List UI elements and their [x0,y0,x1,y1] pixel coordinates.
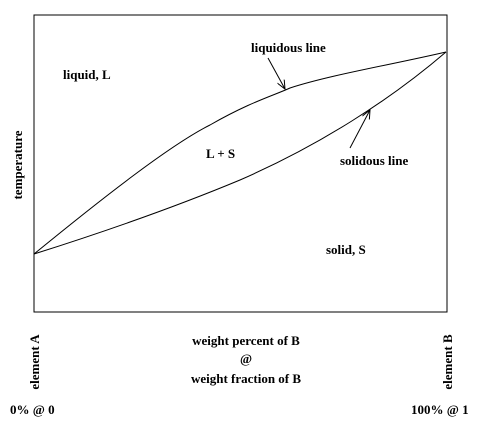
right-composition-label: 100% @ 1 [411,402,469,417]
left-composition-label: 0% @ 0 [10,402,55,417]
solidus-arrow [349,110,370,149]
x-axis-label-line1: weight percent of B [192,333,300,348]
solidus-line-label: solidous line [340,153,409,168]
liquidus-line-label: liquidous line [251,40,326,55]
solidus-curve [33,51,447,255]
element-b-label: element B [440,334,455,390]
liquidus-curve [33,51,447,255]
element-a-label: element A [27,334,42,390]
x-axis-label-line3: weight fraction of B [191,371,301,386]
y-axis-label: temperature [10,130,25,199]
x-axis-label-line2: @ [240,351,252,366]
region-solid-label: solid, S [326,242,366,257]
plot-frame [33,14,448,313]
region-liquid-label: liquid, L [63,67,111,82]
region-two-phase-label: L + S [206,146,235,161]
liquidus-arrow [267,57,285,89]
